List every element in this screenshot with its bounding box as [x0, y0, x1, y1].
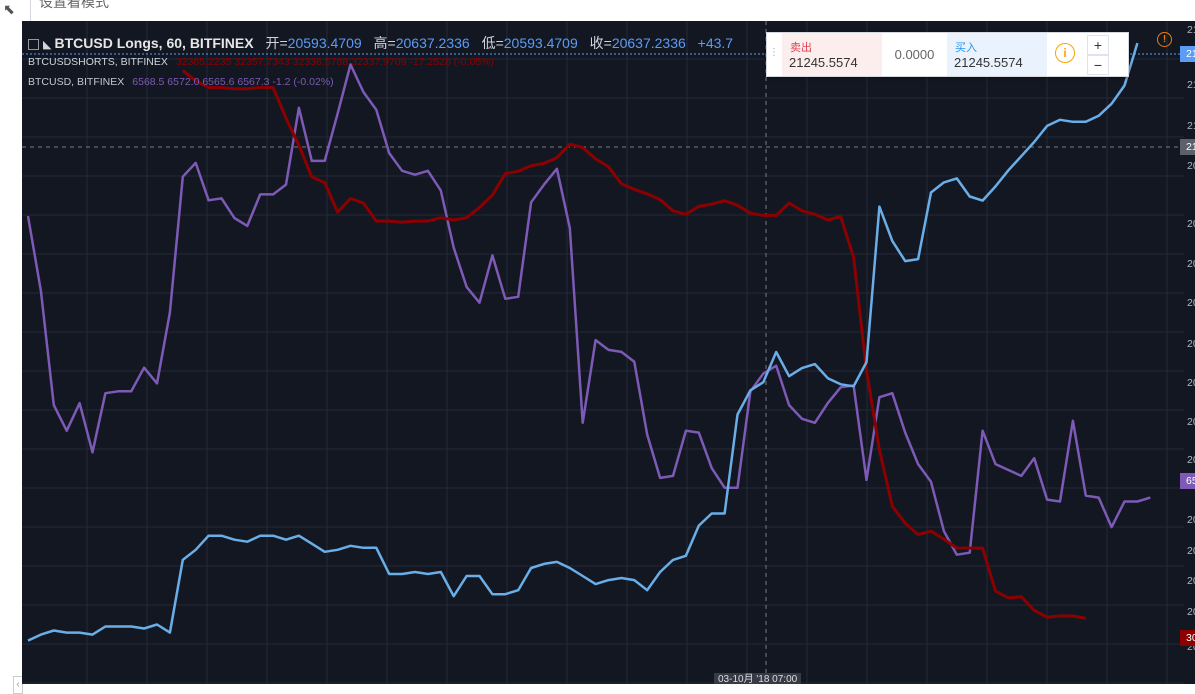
sell-button[interactable]: 卖出 21245.5574 [782, 33, 882, 76]
y-axis-tick-label: 20 [1187, 297, 1195, 309]
pin-icon[interactable]: ⬉ [3, 1, 15, 17]
y-axis-tick-label: 21 [1187, 24, 1195, 36]
y-axis-tick-label: 20 [1187, 377, 1195, 389]
y-axis-tick-label: 20 [1187, 575, 1195, 587]
series-line-longs [27, 42, 1139, 642]
high-label: 高= [373, 35, 396, 51]
trading-panel: ⋮⋮ 卖出 21245.5574 0.0000 买入 21245.5574 i … [766, 32, 1129, 77]
y-axis-tick-label: 20 [1187, 514, 1195, 526]
series-marker-icon: ◣ [43, 39, 52, 51]
y-axis-tick-label: 21 [1187, 120, 1195, 132]
toolbar-divider [30, 0, 31, 21]
overlay-btcusd-values: 6568.5 6572.0 6565.6 6567.3 -1.2 (-0.02%… [132, 76, 334, 88]
decrease-quantity-button[interactable]: − [1087, 55, 1109, 75]
alert-icon[interactable]: ! [1157, 32, 1172, 47]
y-axis-tick-label: 21 [1187, 79, 1195, 91]
y-axis-tick-label: 20 [1187, 545, 1195, 557]
y-axis-tick-label: 20 [1187, 606, 1195, 618]
y-axis-tick-label: 20 [1187, 160, 1195, 172]
price-tag-longs: 21 [1180, 46, 1195, 62]
overlay-legend-btcusd[interactable]: BTCUSD, BITFINEX 6568.5 6572.0 6565.6 656… [28, 76, 334, 88]
price-tag-btcusd: 65 [1180, 473, 1195, 489]
mode-toggle-label[interactable]: 设置看模式 [39, 0, 109, 10]
y-axis-tick-label: 20 [1187, 416, 1195, 428]
left-side-strip: ‹ [0, 21, 23, 694]
high-value: 20637.2336 [395, 35, 470, 51]
grid-lines [22, 21, 1184, 684]
increase-quantity-button[interactable]: + [1087, 35, 1109, 55]
change-value: +43.7 [697, 35, 734, 51]
close-value: 20637.2336 [611, 35, 686, 51]
low-label: 低= [481, 35, 504, 51]
series-line-shorts [181, 69, 1087, 620]
y-axis-tick-label: 20 [1187, 258, 1195, 270]
chart-pane[interactable]: ◣ BTCUSD Longs, 60, BITFINEX 开=20593.4709… [22, 21, 1195, 684]
buy-label: 买入 [955, 42, 977, 54]
overlay-legend-shorts[interactable]: BTCUSDSHORTS, BITFINEX 32365.2235 32357.7… [28, 56, 494, 68]
sell-label: 卖出 [790, 42, 812, 54]
price-tag-shorts: 30 [1180, 630, 1195, 646]
series-line-btcusd [26, 63, 1151, 556]
buy-button[interactable]: 买入 21245.5574 [947, 33, 1047, 76]
close-label: 收= [589, 35, 612, 51]
y-axis-tick-label: 20 [1187, 454, 1195, 466]
y-axis-tick-label: 20 [1187, 641, 1195, 653]
overlay-shorts-name: BTCUSDSHORTS, BITFINEX [28, 56, 168, 68]
legend-symbol: BTCUSD Longs, 60, BITFINEX [54, 35, 254, 51]
info-icon[interactable]: i [1055, 43, 1075, 63]
main-series-legend[interactable]: ◣ BTCUSD Longs, 60, BITFINEX 开=20593.4709… [28, 33, 741, 53]
collapse-legend-icon[interactable] [28, 38, 39, 50]
y-axis-tick-label: 20 [1187, 218, 1195, 230]
buy-price: 21245.5574 [954, 55, 1023, 70]
chart-canvas[interactable] [22, 21, 1195, 684]
drag-handle-icon[interactable]: ⋮⋮ [769, 47, 789, 58]
crosshair-time-label: 03-10月 '18 07:00 [714, 673, 802, 684]
sell-price: 21245.5574 [789, 55, 858, 70]
price-tag-crosshair: 21 [1180, 139, 1195, 155]
spread-value: 0.0000 [894, 47, 935, 62]
overlay-shorts-values: 32365.2235 32357.7343 32336.5788 32337.9… [175, 56, 495, 68]
open-value: 20593.4709 [287, 35, 362, 51]
top-toolbar: ⬉ 设置看模式 [0, 0, 1195, 22]
y-axis-tick-label: 20 [1187, 338, 1195, 350]
low-value: 20593.4709 [503, 35, 578, 51]
overlay-btcusd-name: BTCUSD, BITFINEX [28, 76, 125, 88]
open-label: 开= [265, 35, 288, 51]
